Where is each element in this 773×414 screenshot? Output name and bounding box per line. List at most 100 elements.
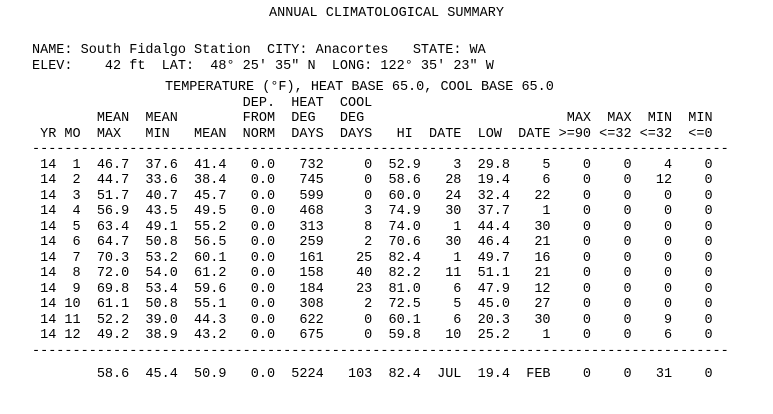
cell-cool-deg-days: 2 bbox=[323, 297, 373, 312]
cell-mean-max: 69.8 bbox=[80, 281, 130, 297]
col-header-hi-date: DATE bbox=[420, 126, 462, 142]
cell-mean-min: 43.5 bbox=[129, 204, 178, 219]
cell-max-ge-90: 0 bbox=[550, 281, 592, 297]
cell-mean-max: 63.4 bbox=[80, 219, 130, 235]
cell-max-ge-90: 0 bbox=[550, 219, 592, 235]
cell-mo: 10 bbox=[56, 297, 81, 312]
cell-low: 49.7 bbox=[461, 250, 511, 266]
cell-max-le-32: 0 bbox=[591, 328, 632, 343]
cell-mean-max: 44.7 bbox=[80, 173, 130, 188]
cell-heat-deg-days: 745 bbox=[275, 173, 324, 188]
cell-mean: 44.3 bbox=[177, 312, 227, 328]
col-header-mean-min: MIN bbox=[129, 126, 178, 142]
cell-min-le-0: 0 bbox=[672, 219, 713, 235]
report-title: ANNUAL CLIMATOLOGICAL SUMMARY bbox=[269, 6, 504, 21]
table-row: 14 5 63.4 49.1 55.2 0.0 313 8 74.0 1 44.… bbox=[32, 220, 773, 236]
table-row: 14 3 51.7 40.7 45.7 0.0 599 0 60.0 24 32… bbox=[32, 189, 773, 205]
cell-mean: 41.4 bbox=[177, 157, 227, 173]
cell-mean: 43.2 bbox=[177, 328, 227, 343]
cell-max-ge-90: 0 bbox=[550, 157, 592, 173]
cell-min-le-0: 0 bbox=[672, 173, 713, 188]
cell-max-ge-90: 0 bbox=[550, 312, 592, 328]
col-header-hi-date bbox=[421, 96, 462, 111]
cell-hi-date: 30 bbox=[420, 235, 462, 250]
cell-cool-deg-days: 103 bbox=[323, 367, 373, 382]
cell-max-le-32: 0 bbox=[591, 219, 632, 235]
cell-heat-deg-days: 158 bbox=[275, 266, 324, 281]
cell-max-ge-90: 0 bbox=[550, 297, 592, 312]
cell-mean-max: 56.9 bbox=[80, 204, 130, 219]
table-row: 14 1 46.7 37.6 41.4 0.0 732 0 52.9 3 29.… bbox=[32, 158, 773, 174]
cell-mean-max: 64.7 bbox=[80, 235, 130, 250]
cell-low-date: 1 bbox=[510, 328, 551, 343]
cell-hi: 60.1 bbox=[372, 312, 421, 328]
cell-cool-deg-days: 3 bbox=[323, 204, 373, 219]
col-header-hi bbox=[372, 111, 421, 126]
cell-mean: 61.2 bbox=[177, 266, 227, 281]
col-header-dep-from-norm: NORM bbox=[226, 126, 276, 142]
cell-hi-date: 6 bbox=[420, 281, 462, 297]
cell-min-le-32: 0 bbox=[631, 281, 673, 297]
cell-max-ge-90: 0 bbox=[550, 188, 592, 204]
col-header-mean-max bbox=[81, 96, 130, 111]
cell-low: 46.4 bbox=[461, 235, 511, 250]
cell-low: 19.4 bbox=[461, 367, 511, 382]
cell-mean-min: 39.0 bbox=[129, 312, 178, 328]
table-divider-top: ----------------------------------------… bbox=[32, 142, 729, 157]
cell-mean-min: 38.9 bbox=[129, 328, 178, 343]
cell-min-le-32: 0 bbox=[631, 235, 673, 250]
cell-mean-max: 58.6 bbox=[80, 367, 130, 382]
col-header-heat-deg-days: DAYS bbox=[275, 126, 324, 142]
cell-min-le-32: 0 bbox=[631, 266, 673, 281]
col-header-mean: MEAN bbox=[177, 126, 227, 142]
cell-min-le-32: 6 bbox=[631, 328, 673, 343]
cell-min-le-32: 0 bbox=[631, 188, 673, 204]
cell-mean: 56.5 bbox=[177, 235, 227, 250]
cell-min-le-32: 0 bbox=[631, 297, 673, 312]
cell-low: 29.8 bbox=[461, 157, 511, 173]
cell-low-date: 6 bbox=[510, 173, 551, 188]
cell-hi: 72.5 bbox=[372, 297, 421, 312]
cell-low-date: 1 bbox=[510, 204, 551, 219]
cell-yr: 14 bbox=[32, 281, 57, 297]
cell-min-le-32: 9 bbox=[631, 312, 673, 328]
table-row: 14 12 49.2 38.9 43.2 0.0 675 0 59.8 10 2… bbox=[32, 328, 773, 344]
cell-yr: 14 bbox=[32, 328, 57, 343]
cell-low: 51.1 bbox=[461, 266, 511, 281]
cell-max-le-32: 0 bbox=[591, 204, 632, 219]
cell-yr: 14 bbox=[32, 188, 57, 204]
col-header-mo bbox=[56, 96, 80, 111]
cell-mean-min: 45.4 bbox=[129, 367, 178, 382]
cell-hi: 81.0 bbox=[372, 281, 421, 297]
cell-heat-deg-days: 622 bbox=[275, 312, 324, 328]
cell-dep-from-norm: 0.0 bbox=[226, 250, 276, 266]
cell-min-le-32: 31 bbox=[631, 367, 673, 382]
table-row: 14 6 64.7 50.8 56.5 0.0 259 2 70.6 30 46… bbox=[32, 235, 773, 251]
cell-mean: 55.1 bbox=[177, 297, 227, 312]
station-lat-label: LAT: bbox=[161, 58, 195, 74]
cell-heat-deg-days: 259 bbox=[275, 235, 324, 250]
table-summary-row: 58.6 45.4 50.9 0.0 5224 103 82.4 JUL 19.… bbox=[32, 367, 773, 383]
cell-max-ge-90: 0 bbox=[550, 173, 592, 188]
cell-mean: 45.7 bbox=[177, 188, 227, 204]
cell-low: 45.0 bbox=[461, 297, 511, 312]
cell-low: 37.7 bbox=[461, 204, 511, 219]
col-header-yr: YR bbox=[32, 126, 57, 142]
cell-heat-deg-days: 732 bbox=[275, 157, 324, 173]
cell-yr: 14 bbox=[32, 204, 57, 219]
cell-mo: 3 bbox=[56, 188, 81, 204]
cell-dep-from-norm: 0.0 bbox=[226, 367, 276, 382]
col-header-heat-deg-days: HEAT bbox=[275, 95, 324, 111]
spacer-line bbox=[32, 22, 773, 38]
table-row: 14 4 56.9 43.5 49.5 0.0 468 3 74.9 30 37… bbox=[32, 204, 773, 220]
cell-mean-min: 50.8 bbox=[129, 297, 178, 312]
temperature-summary-table: DEP. HEAT COOL MEAN MEAN FROM DEG DEG MA… bbox=[32, 96, 773, 383]
col-header-low bbox=[461, 96, 510, 111]
cell-max-le-32: 0 bbox=[591, 312, 632, 328]
cell-mean: 49.5 bbox=[177, 204, 227, 219]
col-header-hi-date bbox=[421, 111, 462, 126]
col-header-cool-deg-days: DAYS bbox=[323, 126, 373, 142]
cell-yr: 14 bbox=[32, 266, 57, 281]
cell-heat-deg-days: 308 bbox=[275, 297, 324, 312]
cell-low: 44.4 bbox=[461, 219, 511, 235]
